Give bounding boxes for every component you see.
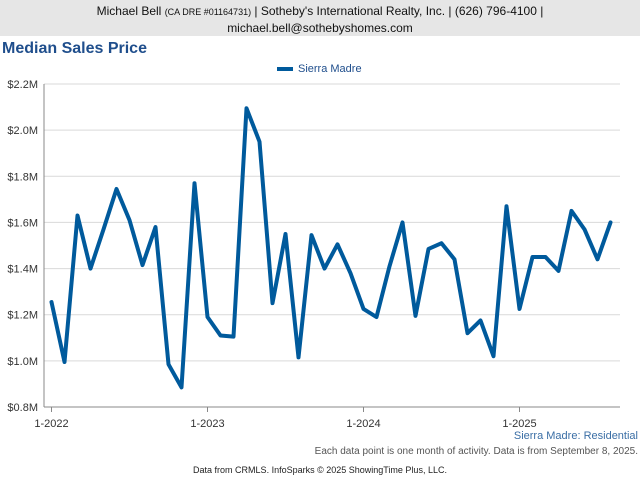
data-point xyxy=(453,258,456,261)
y-tick-label: $2.0M xyxy=(7,125,38,137)
data-point xyxy=(193,182,196,185)
data-point xyxy=(232,335,235,338)
agent-name: Michael Bell xyxy=(96,4,162,18)
data-point xyxy=(115,187,118,191)
data-point xyxy=(466,331,469,335)
data-point xyxy=(128,218,131,222)
data-point xyxy=(89,267,92,270)
agent-license: (CA DRE #01164731) xyxy=(164,7,252,17)
data-point xyxy=(310,233,313,237)
data-point xyxy=(557,269,560,273)
data-point xyxy=(388,265,391,268)
data-point xyxy=(323,267,326,270)
legend-label: Sierra Madre xyxy=(298,63,362,75)
data-point xyxy=(63,360,66,364)
y-tick-label: $2.2M xyxy=(7,79,38,91)
data-point xyxy=(206,315,209,319)
x-tick-label: 1-2023 xyxy=(190,418,224,430)
data-point xyxy=(570,209,573,213)
y-tick-label: $1.2M xyxy=(7,310,38,322)
y-tick-label: $1.0M xyxy=(7,356,38,368)
data-point xyxy=(583,228,586,231)
data-point xyxy=(50,300,53,304)
data-point xyxy=(505,205,508,208)
data-point xyxy=(245,107,248,110)
data-point xyxy=(492,355,495,358)
x-tick-label: 1-2024 xyxy=(346,418,380,430)
y-tick-label: $1.4M xyxy=(7,264,38,276)
data-point xyxy=(219,334,222,337)
agent-contact-bar: Michael Bell (CA DRE #01164731) | Sotheb… xyxy=(0,0,640,36)
y-tick-label: $1.8M xyxy=(7,171,38,183)
data-point xyxy=(609,221,612,224)
data-point xyxy=(349,271,352,275)
x-tick-label: 1-2022 xyxy=(34,418,68,430)
y-tick-label: $0.8M xyxy=(7,402,38,414)
data-point xyxy=(401,221,404,224)
data-point xyxy=(76,214,79,217)
chart-legend: Sierra Madre xyxy=(277,63,362,75)
data-point xyxy=(440,241,443,245)
data-point xyxy=(362,307,365,311)
data-point xyxy=(414,314,417,318)
data-point xyxy=(518,307,521,311)
data-point xyxy=(141,263,144,267)
data-point xyxy=(336,243,339,246)
data-point xyxy=(284,232,287,236)
data-point xyxy=(271,301,274,305)
agent-email[interactable]: michael.bell@sothebyshomes.com xyxy=(227,21,413,35)
chart-title: Median Sales Price xyxy=(2,40,147,57)
activity-note: Each data point is one month of activity… xyxy=(314,446,638,457)
brokerage-info: | Sotheby's International Realty, Inc. |… xyxy=(254,4,544,18)
series-line-sierra-madre xyxy=(49,106,613,390)
data-point xyxy=(180,386,183,389)
data-point xyxy=(427,247,430,251)
data-point xyxy=(375,315,378,319)
y-tick-label: $1.6M xyxy=(7,217,38,229)
data-point xyxy=(297,356,300,359)
data-credits: Data from CRMLS. InfoSparks © 2025 Showi… xyxy=(193,465,447,475)
legend-swatch xyxy=(277,67,293,71)
series-note: Sierra Madre: Residential xyxy=(513,430,638,442)
data-point xyxy=(479,319,482,322)
data-point xyxy=(544,255,547,259)
data-point xyxy=(167,363,170,366)
data-point xyxy=(258,140,261,143)
data-point xyxy=(102,228,105,231)
data-point xyxy=(531,255,534,259)
data-point xyxy=(596,258,599,261)
data-point xyxy=(154,225,157,229)
x-tick-label: 1-2025 xyxy=(502,418,536,430)
